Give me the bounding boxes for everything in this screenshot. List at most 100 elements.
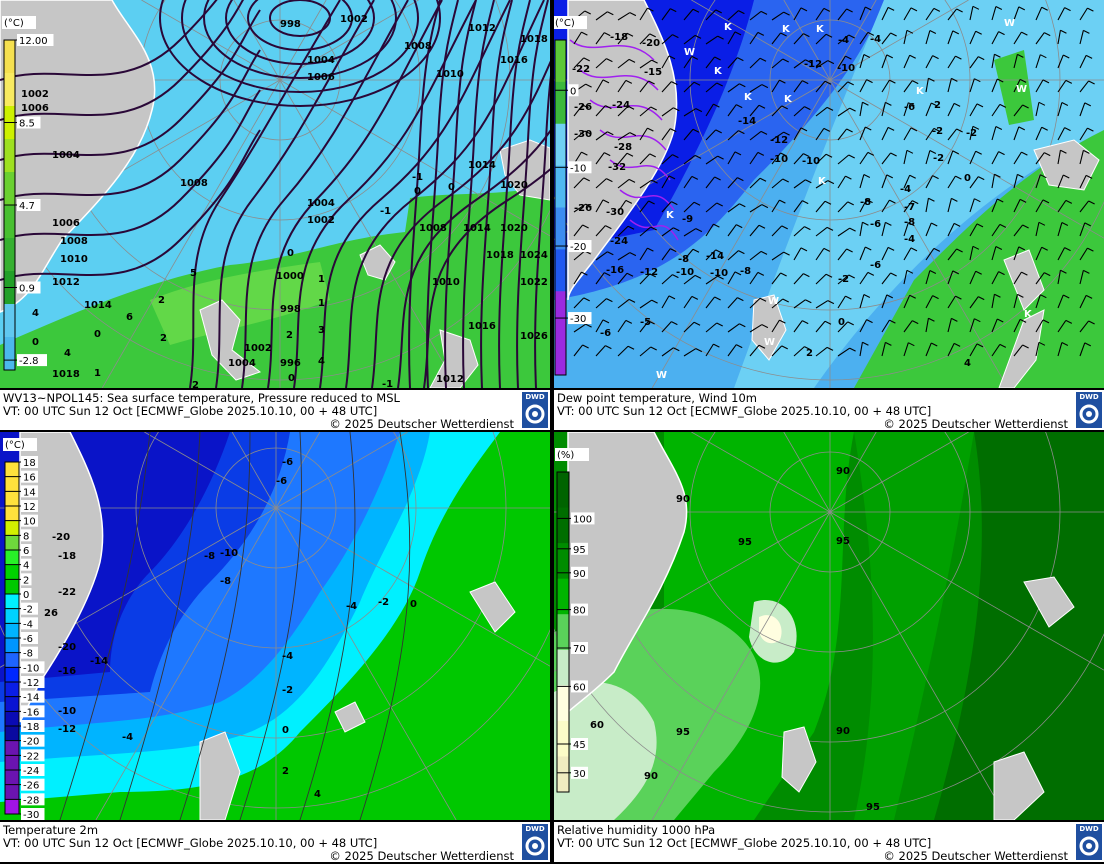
colorbar-band [5, 784, 19, 800]
contour-label: -28 [614, 142, 632, 153]
contour-label: 1004 [52, 150, 80, 161]
wind-barb [1079, 295, 1087, 309]
wind-barb [617, 200, 627, 213]
map-dewpoint-wind[interactable]: -12 -10 -14 -12 -10 -10 0 -2 -4 -8 -14 -8 -2 0 2 4 -18 -2… [554, 0, 1104, 388]
wind-barb [859, 199, 868, 213]
contour-label: -2 [966, 128, 977, 139]
wind-barb-feather [671, 201, 678, 206]
wind-barb [837, 295, 846, 309]
map-sst-mslp[interactable]: 998 1002 1008 1012 1018 1004 1006 1010 1016 1002 1… [0, 0, 550, 388]
wind-barb [947, 8, 958, 21]
wind-barb-feather [930, 222, 938, 227]
wind-barb [1079, 102, 1086, 117]
dewpoint-contour [579, 69, 659, 91]
wind-barb-feather [909, 294, 916, 299]
wind-barb-feather [908, 222, 915, 227]
wind-barb [815, 346, 828, 357]
wind-barb-feather [628, 298, 636, 303]
wind-barb-feather [823, 247, 831, 252]
dwd-logo: DWD [522, 824, 548, 860]
wind-barb [749, 250, 762, 261]
wind-barb-feather [716, 322, 723, 327]
wind-barb [991, 224, 1001, 237]
map-relative-humidity[interactable]: 90 95 95 90 90 95 90 95 60 (%) 100 95 90 80 70 60 45 30 [554, 432, 1104, 820]
caption: Temperature 2m VT: 00 UTC Sun 12 Oct [EC… [0, 822, 550, 863]
wind-barb-feather [626, 272, 634, 277]
wind-barb [859, 54, 865, 69]
wind-barb [991, 104, 1001, 117]
wind-barb-feather [695, 228, 703, 233]
contour-label: 1004 [228, 358, 256, 369]
colorbar-label: 12 [23, 502, 36, 513]
colorbar-band [4, 73, 15, 107]
wind-barb-feather [1085, 54, 1093, 59]
wind-barb-feather [606, 58, 613, 63]
colorbar-label: -4 [23, 619, 33, 630]
wind-barb-feather [651, 59, 658, 64]
colorbar-label-bg [21, 529, 32, 542]
wind-barb [969, 150, 977, 165]
wind-barb-feather [887, 126, 895, 131]
wind-barb [793, 247, 802, 261]
map-temperature-2m[interactable]: -10 -8 -6 -4 -2 0 -4 -2 0 2 4 -14 -18 -22 -20 -10 -4 -12-… [0, 432, 550, 820]
wind-barb [573, 297, 585, 309]
wind-barb [617, 132, 631, 141]
wind-barb-feather [974, 78, 981, 83]
wind-barb [1035, 342, 1040, 357]
wind-barb-feather [671, 321, 678, 326]
wind-barb [1079, 7, 1088, 21]
colorbar-label: -20 [570, 242, 586, 253]
wind-barb [1079, 342, 1086, 357]
colorbar-band [5, 520, 19, 536]
contour-label: 2 [286, 330, 293, 341]
colorbar-label-bg [571, 766, 588, 779]
wind-barb [947, 223, 955, 237]
wind-barb-feather [951, 197, 958, 202]
wind-barb-feather [629, 132, 637, 137]
wind-barb-feather [606, 178, 613, 183]
contour-label: -7 [904, 202, 915, 213]
contour-label: 4 [318, 356, 325, 367]
wind-barb [1035, 294, 1041, 309]
wind-barb-feather [650, 226, 657, 231]
contour-label: 1016 [468, 321, 496, 332]
contour-label: -12 [58, 724, 76, 735]
graticule-meridian [275, 432, 408, 509]
wind-barb [749, 324, 763, 333]
wind-barb-feather [713, 103, 720, 108]
colorbar-label-bg [21, 720, 45, 732]
contour-label: -2 [282, 685, 293, 696]
wind-barb [1057, 320, 1067, 333]
wind-barb [837, 81, 849, 93]
wind-barb-feather [1043, 272, 1051, 277]
land-svalbard [199, 299, 262, 381]
wind-barb-feather [803, 153, 810, 158]
contour-label: 1020 [500, 223, 528, 234]
wind-barb-feather [1062, 174, 1070, 179]
wind-barb [595, 298, 607, 309]
wind-barb [661, 347, 674, 357]
contour-label: 4 [64, 348, 71, 359]
wind-barb [793, 320, 803, 333]
wind-barb-feather [692, 8, 700, 13]
wind-barb [947, 270, 954, 285]
contour-label: -20 [642, 38, 660, 49]
wind-barb [1035, 174, 1041, 189]
wind-barb-feather [827, 60, 835, 65]
wind-barb-feather [1062, 294, 1070, 299]
wind-barb [1079, 55, 1087, 69]
wind-barb [859, 174, 865, 189]
wind-barb-feather [782, 298, 789, 303]
isobar [189, 0, 341, 388]
wind-barb-feather [847, 81, 854, 86]
colorbar-label: 45 [573, 740, 586, 751]
wind-barb-feather [1060, 149, 1067, 154]
contour-label: 0 [838, 317, 845, 328]
wind-barb-feather [911, 320, 919, 325]
wind-barb [595, 79, 604, 93]
contour-label: 2 [158, 295, 165, 306]
contour-label: -10 [676, 267, 694, 278]
colorbar-label: -2 [23, 605, 33, 616]
wind-barb-feather [602, 319, 610, 324]
wind-barb-feather [715, 129, 722, 134]
